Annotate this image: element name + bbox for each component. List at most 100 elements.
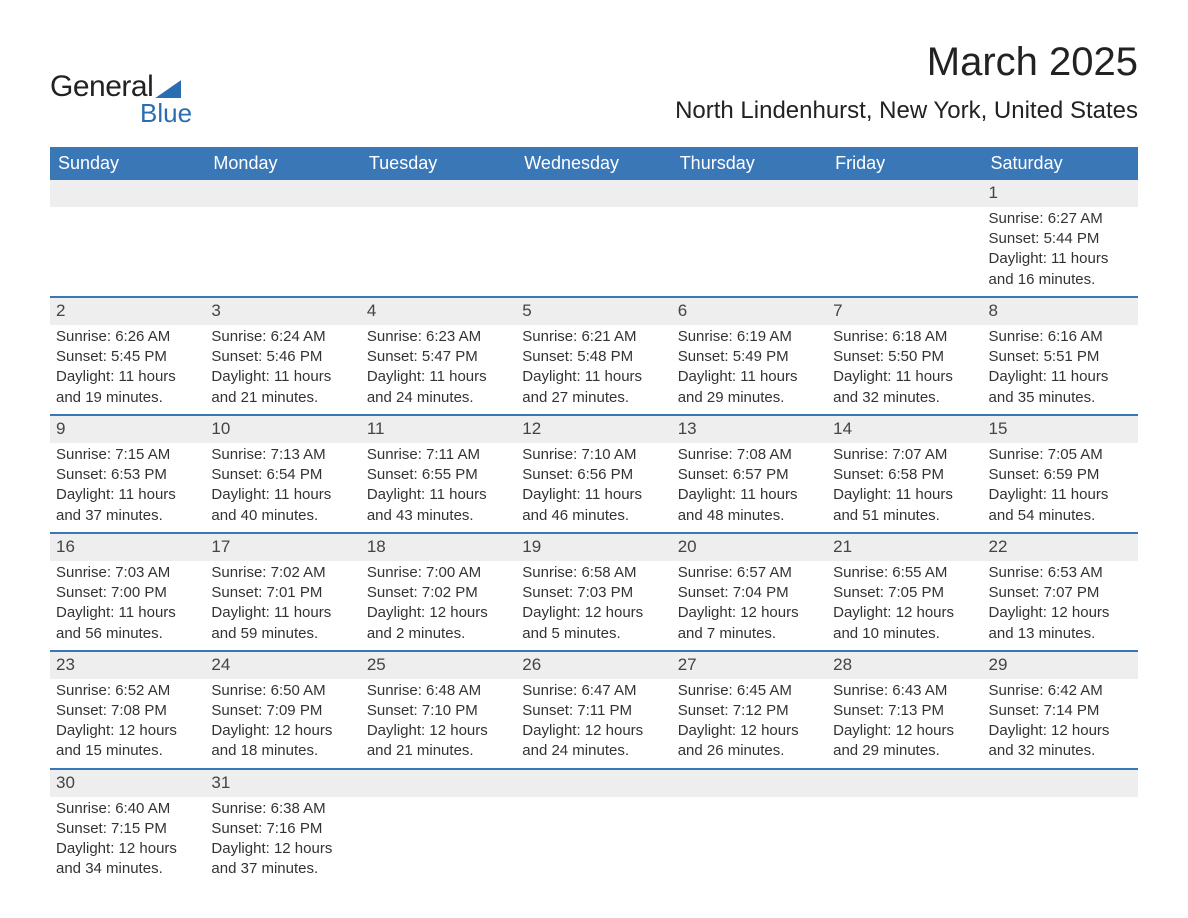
sunset-text: Sunset: 5:51 PM: [989, 347, 1132, 367]
day-header: Wednesday: [516, 147, 671, 180]
day-header: Thursday: [672, 147, 827, 180]
day-content-cell: Sunrise: 6:27 AMSunset: 5:44 PMDaylight:…: [983, 207, 1138, 297]
daylight-text: and 2 minutes.: [367, 624, 510, 644]
sunrise-text: Sunrise: 6:45 AM: [678, 681, 821, 701]
daylight-text: and 7 minutes.: [678, 624, 821, 644]
week-content-row: Sunrise: 6:27 AMSunset: 5:44 PMDaylight:…: [50, 207, 1138, 297]
sunrise-text: Sunrise: 6:58 AM: [522, 563, 665, 583]
day-number-cell: 3: [205, 297, 360, 325]
day-number-cell: [50, 180, 205, 207]
day-number-cell: 31: [205, 769, 360, 797]
daylight-text: and 18 minutes.: [211, 741, 354, 761]
day-number-cell: 22: [983, 533, 1138, 561]
sunrise-text: Sunrise: 6:21 AM: [522, 327, 665, 347]
day-content-cell: Sunrise: 7:11 AMSunset: 6:55 PMDaylight:…: [361, 443, 516, 533]
sunrise-text: Sunrise: 6:48 AM: [367, 681, 510, 701]
sunset-text: Sunset: 7:11 PM: [522, 701, 665, 721]
day-number-cell: 27: [672, 651, 827, 679]
day-content-cell: Sunrise: 6:53 AMSunset: 7:07 PMDaylight:…: [983, 561, 1138, 651]
day-number-cell: [672, 769, 827, 797]
day-content-cell: Sunrise: 7:07 AMSunset: 6:58 PMDaylight:…: [827, 443, 982, 533]
sunset-text: Sunset: 7:12 PM: [678, 701, 821, 721]
day-header-row: Sunday Monday Tuesday Wednesday Thursday…: [50, 147, 1138, 180]
daylight-text: and 16 minutes.: [989, 270, 1132, 290]
day-header: Friday: [827, 147, 982, 180]
daylight-text: Daylight: 12 hours: [833, 721, 976, 741]
daylight-text: Daylight: 12 hours: [367, 603, 510, 623]
day-content-cell: Sunrise: 6:43 AMSunset: 7:13 PMDaylight:…: [827, 679, 982, 769]
sunset-text: Sunset: 7:04 PM: [678, 583, 821, 603]
daylight-text: and 15 minutes.: [56, 741, 199, 761]
sunset-text: Sunset: 7:07 PM: [989, 583, 1132, 603]
daylight-text: and 34 minutes.: [56, 859, 199, 879]
daylight-text: Daylight: 11 hours: [989, 367, 1132, 387]
sunset-text: Sunset: 7:00 PM: [56, 583, 199, 603]
daylight-text: Daylight: 11 hours: [833, 367, 976, 387]
day-number-cell: 20: [672, 533, 827, 561]
daylight-text: Daylight: 11 hours: [678, 367, 821, 387]
day-number-cell: 4: [361, 297, 516, 325]
day-number-cell: 28: [827, 651, 982, 679]
day-content-cell: Sunrise: 6:40 AMSunset: 7:15 PMDaylight:…: [50, 797, 205, 886]
week-content-row: Sunrise: 7:15 AMSunset: 6:53 PMDaylight:…: [50, 443, 1138, 533]
day-content-cell: Sunrise: 6:26 AMSunset: 5:45 PMDaylight:…: [50, 325, 205, 415]
daylight-text: Daylight: 11 hours: [56, 367, 199, 387]
sunset-text: Sunset: 5:49 PM: [678, 347, 821, 367]
day-number-cell: 2: [50, 297, 205, 325]
sunrise-text: Sunrise: 6:42 AM: [989, 681, 1132, 701]
day-content-cell: [205, 207, 360, 297]
day-content-cell: Sunrise: 7:02 AMSunset: 7:01 PMDaylight:…: [205, 561, 360, 651]
sunset-text: Sunset: 7:02 PM: [367, 583, 510, 603]
daylight-text: Daylight: 12 hours: [989, 721, 1132, 741]
daylight-text: Daylight: 12 hours: [833, 603, 976, 623]
day-number-cell: [516, 769, 671, 797]
daylight-text: and 54 minutes.: [989, 506, 1132, 526]
sunrise-text: Sunrise: 7:11 AM: [367, 445, 510, 465]
day-content-cell: Sunrise: 6:55 AMSunset: 7:05 PMDaylight:…: [827, 561, 982, 651]
sunrise-text: Sunrise: 6:19 AM: [678, 327, 821, 347]
location-text: North Lindenhurst, New York, United Stat…: [675, 97, 1138, 125]
daylight-text: Daylight: 11 hours: [989, 485, 1132, 505]
sunset-text: Sunset: 7:15 PM: [56, 819, 199, 839]
week-daynum-row: 23242526272829: [50, 651, 1138, 679]
day-header: Tuesday: [361, 147, 516, 180]
daylight-text: Daylight: 12 hours: [989, 603, 1132, 623]
week-daynum-row: 1: [50, 180, 1138, 207]
daylight-text: Daylight: 12 hours: [211, 721, 354, 741]
day-content-cell: [983, 797, 1138, 886]
day-number-cell: [672, 180, 827, 207]
day-number-cell: [827, 180, 982, 207]
day-content-cell: Sunrise: 6:19 AMSunset: 5:49 PMDaylight:…: [672, 325, 827, 415]
day-content-cell: Sunrise: 6:38 AMSunset: 7:16 PMDaylight:…: [205, 797, 360, 886]
daylight-text: Daylight: 12 hours: [367, 721, 510, 741]
daylight-text: and 24 minutes.: [522, 741, 665, 761]
daylight-text: Daylight: 11 hours: [211, 367, 354, 387]
sunset-text: Sunset: 5:47 PM: [367, 347, 510, 367]
sunset-text: Sunset: 7:03 PM: [522, 583, 665, 603]
day-number-cell: 29: [983, 651, 1138, 679]
sunset-text: Sunset: 6:53 PM: [56, 465, 199, 485]
sunrise-text: Sunrise: 7:05 AM: [989, 445, 1132, 465]
header: General Blue March 2025 North Lindenhurs…: [50, 40, 1138, 129]
day-number-cell: 30: [50, 769, 205, 797]
title-block: March 2025 North Lindenhurst, New York, …: [675, 40, 1138, 125]
day-number-cell: 18: [361, 533, 516, 561]
sunset-text: Sunset: 5:45 PM: [56, 347, 199, 367]
sunrise-text: Sunrise: 7:07 AM: [833, 445, 976, 465]
daylight-text: and 29 minutes.: [678, 388, 821, 408]
sunrise-text: Sunrise: 6:24 AM: [211, 327, 354, 347]
day-content-cell: Sunrise: 7:05 AMSunset: 6:59 PMDaylight:…: [983, 443, 1138, 533]
daylight-text: and 24 minutes.: [367, 388, 510, 408]
daylight-text: Daylight: 11 hours: [56, 485, 199, 505]
sunset-text: Sunset: 6:58 PM: [833, 465, 976, 485]
daylight-text: and 37 minutes.: [211, 859, 354, 879]
day-number-cell: 26: [516, 651, 671, 679]
day-number-cell: 14: [827, 415, 982, 443]
day-content-cell: Sunrise: 6:21 AMSunset: 5:48 PMDaylight:…: [516, 325, 671, 415]
sunset-text: Sunset: 7:09 PM: [211, 701, 354, 721]
daylight-text: Daylight: 12 hours: [211, 839, 354, 859]
logo-word-general: General: [50, 70, 153, 104]
day-number-cell: 8: [983, 297, 1138, 325]
sunset-text: Sunset: 7:16 PM: [211, 819, 354, 839]
week-content-row: Sunrise: 6:52 AMSunset: 7:08 PMDaylight:…: [50, 679, 1138, 769]
